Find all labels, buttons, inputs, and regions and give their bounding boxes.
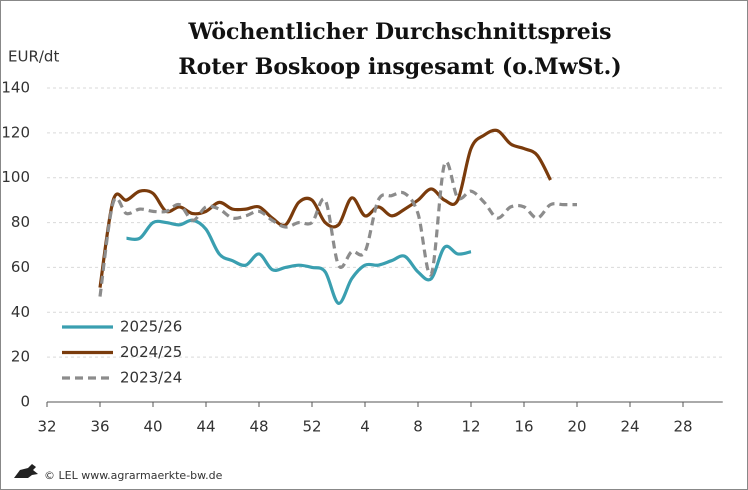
y-tick-label: 140 [1,79,30,97]
y-tick-label: 20 [11,348,30,366]
y-tick-label: 0 [20,393,30,411]
x-tick-label: 8 [413,418,423,436]
y-tick-label: 80 [11,213,30,231]
series-line [98,160,577,297]
y-tick-label: 100 [1,168,30,186]
y-tick-label: 40 [11,303,30,321]
chart-title: Wöchentlicher Durchschnittspreis [187,19,611,45]
x-tick-label: 44 [196,418,215,436]
x-tick-label: 4 [360,418,370,436]
x-tick-label: 20 [567,418,586,436]
x-tick-label: 12 [461,418,480,436]
legend-label: 2025/26 [120,318,182,336]
source: © LEL www.agrarmaerkte-bw.de [44,469,223,482]
x-tick-label: 24 [620,418,639,436]
x-tick-label: 52 [302,418,321,436]
x-tick-label: 48 [249,418,268,436]
y-tick-label: 120 [1,123,30,141]
x-tick-label: 16 [514,418,533,436]
x-tick-label: 40 [143,418,162,436]
chart-title: Roter Boskoop insgesamt (o.MwSt.) [178,54,621,80]
x-tick-label: 28 [673,418,692,436]
y-tick-label: 60 [11,258,30,276]
legend-label: 2024/25 [120,343,182,361]
x-tick-label: 32 [37,418,56,436]
x-tick-label: 36 [90,418,109,436]
y-axis-label: EUR/dt [8,48,59,66]
series-line [98,128,552,288]
series-line [126,218,472,305]
logo [14,464,38,478]
legend-label: 2023/24 [120,369,182,387]
